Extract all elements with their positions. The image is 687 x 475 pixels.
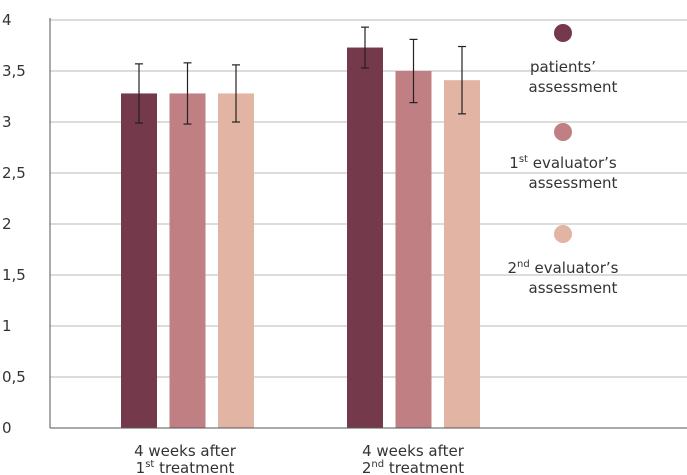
y-tick-label: 3,5 — [2, 62, 26, 80]
category-label: 1st treatment — [136, 459, 235, 475]
legend-label: assessment — [529, 279, 618, 297]
y-tick-label: 1 — [2, 317, 12, 335]
error-bars — [135, 26, 466, 125]
legend-marker — [554, 225, 572, 243]
legend: patients’ assessment 1st evaluator’s assess… — [508, 24, 619, 297]
legend-label: assessment — [529, 78, 618, 96]
category-label: 4 weeks after — [362, 442, 465, 460]
legend-label: assessment — [529, 174, 618, 192]
legend-label: 2nd evaluator’s — [508, 259, 619, 277]
y-axis-ticks: 0 0,5 1 1,5 2 2,5 3 3,5 4 — [2, 11, 26, 437]
y-tick-label: 1,5 — [2, 266, 26, 284]
bar — [121, 93, 157, 428]
legend-label: patients’ — [530, 58, 596, 76]
y-tick-label: 3 — [2, 113, 12, 131]
bar — [395, 71, 432, 428]
y-tick-label: 0,5 — [2, 368, 26, 386]
y-tick-label: 0 — [2, 419, 12, 437]
bars — [121, 47, 480, 429]
bar — [444, 80, 480, 429]
category-label: 2nd treatment — [362, 459, 464, 475]
y-tick-label: 4 — [2, 11, 12, 29]
category-label: 4 weeks after — [134, 442, 237, 460]
legend-label: 1st evaluator’s — [509, 154, 617, 172]
bar — [169, 93, 206, 428]
legend-marker — [554, 123, 572, 141]
bar — [347, 47, 383, 428]
bar — [218, 93, 254, 428]
legend-marker — [554, 24, 572, 42]
y-tick-label: 2 — [2, 215, 12, 233]
axes — [49, 18, 687, 429]
y-tick-label: 2,5 — [2, 164, 26, 182]
